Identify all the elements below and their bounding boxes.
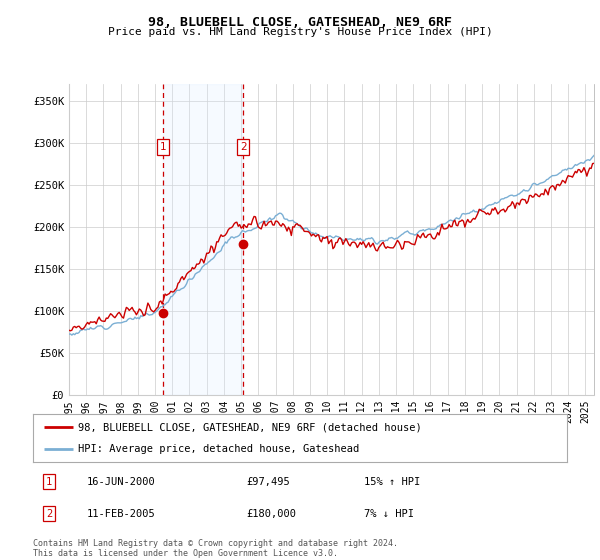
Text: 98, BLUEBELL CLOSE, GATESHEAD, NE9 6RF: 98, BLUEBELL CLOSE, GATESHEAD, NE9 6RF [148,16,452,29]
Text: 2: 2 [46,508,52,519]
Bar [163,84,243,395]
Text: Contains HM Land Registry data © Crown copyright and database right 2024.
This d: Contains HM Land Registry data © Crown c… [33,539,398,558]
Text: 2: 2 [240,142,247,152]
Text: 1: 1 [160,142,166,152]
Text: 15% ↑ HPI: 15% ↑ HPI [364,477,421,487]
Text: HPI: Average price, detached house, Gateshead: HPI: Average price, detached house, Gate… [79,444,359,454]
Text: £180,000: £180,000 [247,508,296,519]
Text: 16-JUN-2000: 16-JUN-2000 [86,477,155,487]
Text: Price paid vs. HM Land Registry's House Price Index (HPI): Price paid vs. HM Land Registry's House … [107,27,493,38]
Text: 7% ↓ HPI: 7% ↓ HPI [364,508,414,519]
Text: 98, BLUEBELL CLOSE, GATESHEAD, NE9 6RF (detached house): 98, BLUEBELL CLOSE, GATESHEAD, NE9 6RF (… [79,422,422,432]
Text: 1: 1 [46,477,52,487]
Text: £97,495: £97,495 [247,477,290,487]
Text: 11-FEB-2005: 11-FEB-2005 [86,508,155,519]
